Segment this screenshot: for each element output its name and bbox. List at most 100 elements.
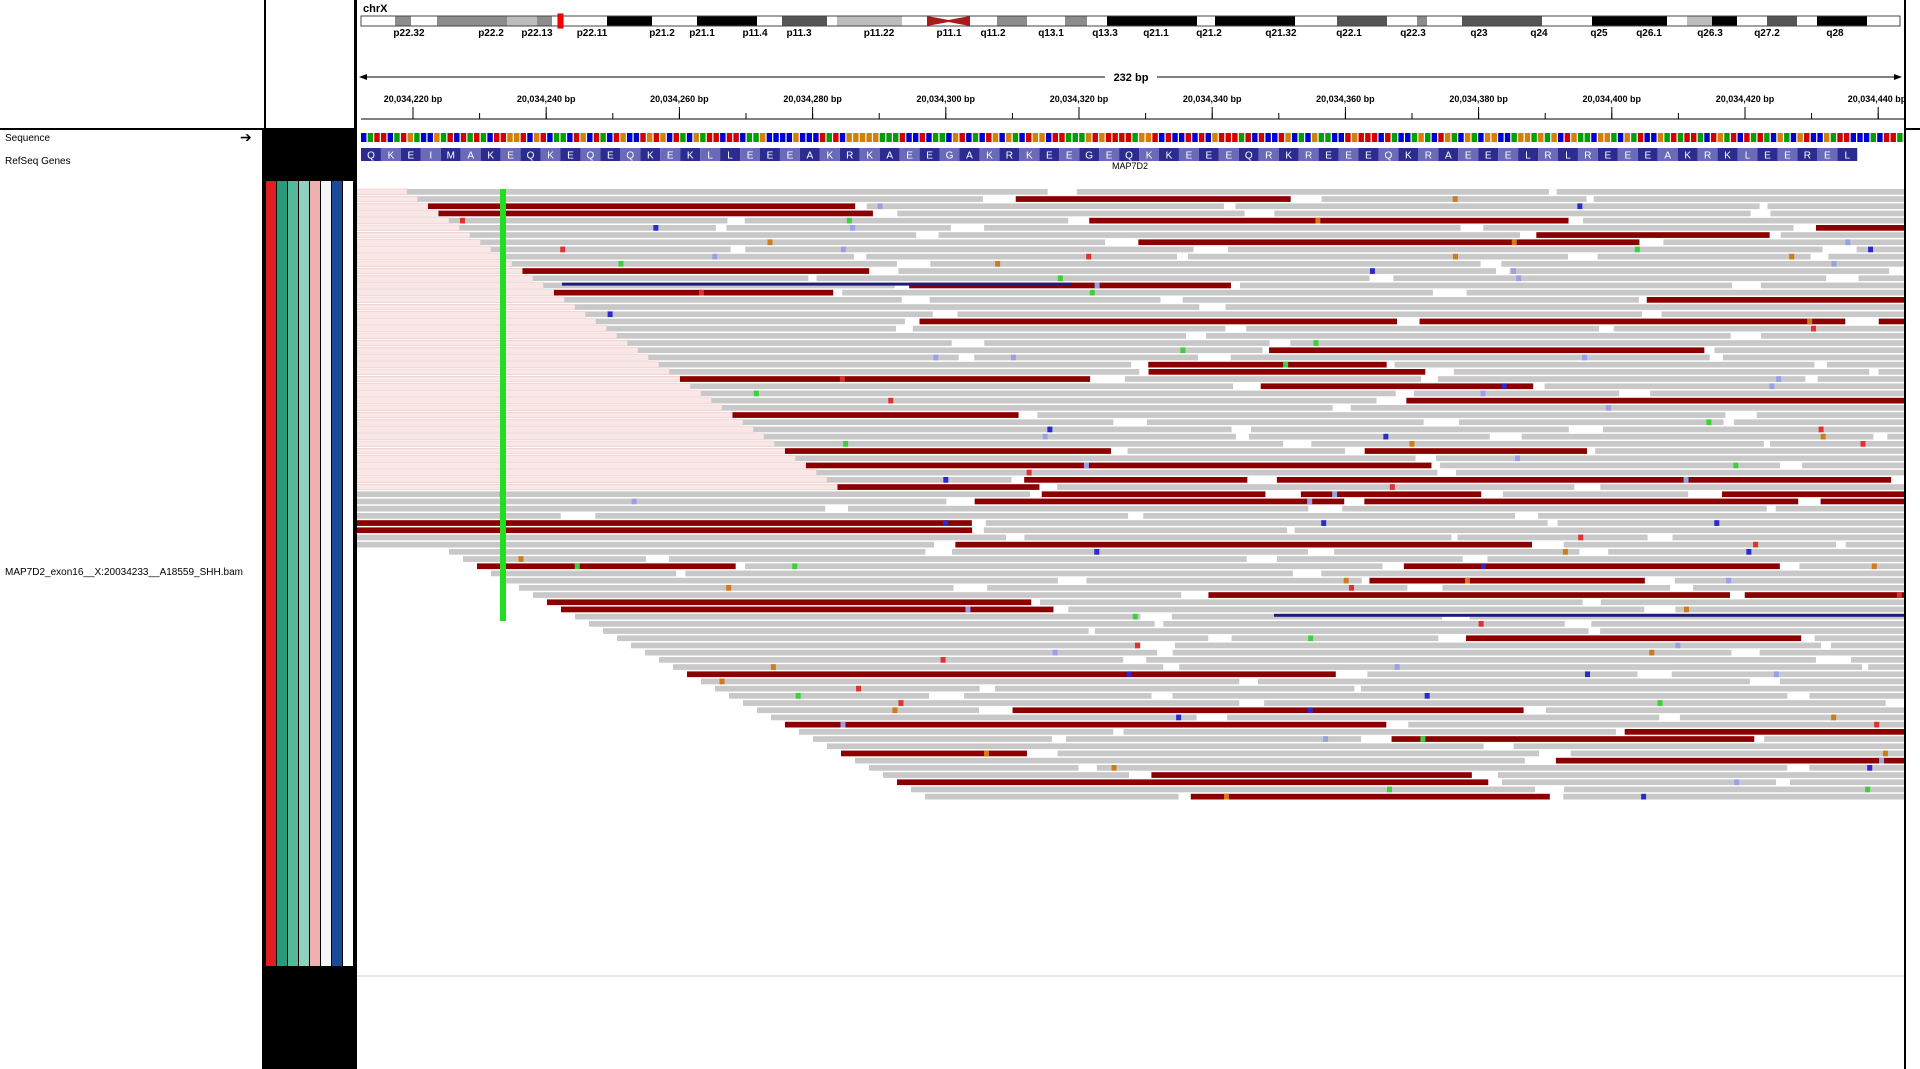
soft-clipped-read[interactable]: [357, 332, 618, 339]
aligned-read[interactable]: [848, 505, 1309, 512]
aligned-read[interactable]: [1714, 347, 1904, 354]
aligned-read[interactable]: [668, 556, 1247, 562]
aligned-read[interactable]: [438, 210, 873, 217]
aligned-read[interactable]: [1536, 232, 1770, 238]
aligned-read[interactable]: [673, 664, 1164, 670]
aligned-read[interactable]: [357, 520, 972, 526]
aligned-read[interactable]: [1459, 419, 1724, 426]
aligned-read[interactable]: [869, 765, 1079, 771]
aligned-read[interactable]: [1190, 793, 1550, 800]
aligned-read[interactable]: [1809, 765, 1904, 771]
track-name-panel[interactable]: Sequence ➔ RefSeq Genes MAP7D2_exon16__X…: [0, 130, 264, 1069]
soft-clipped-read[interactable]: [357, 318, 597, 325]
aligned-read[interactable]: [701, 390, 1396, 397]
aligned-read[interactable]: [1364, 498, 1799, 505]
aligned-read[interactable]: [1563, 541, 1836, 548]
aligned-read[interactable]: [449, 549, 926, 555]
genome-view[interactable]: chrX p22.32 p22.2 p22.13 p22.11 p21.2 p21.1 p1…: [357, 0, 1904, 1069]
aligned-read[interactable]: [732, 412, 1019, 418]
aligned-read[interactable]: [1856, 246, 1904, 253]
aligned-read[interactable]: [1251, 426, 1569, 433]
aligned-read[interactable]: [505, 577, 1058, 584]
aligned-read[interactable]: [1294, 527, 1904, 534]
aligned-read[interactable]: [1563, 793, 1904, 800]
ideogram-band[interactable]: [1417, 16, 1427, 26]
aligned-read[interactable]: [1227, 714, 1660, 721]
aligned-read[interactable]: [1661, 311, 1904, 318]
ideogram-band[interactable]: [1087, 16, 1107, 26]
aligned-read[interactable]: [1124, 376, 1422, 382]
soft-clipped-read[interactable]: [357, 455, 796, 462]
aligned-read[interactable]: [1483, 225, 1794, 231]
aligned-read[interactable]: [1179, 664, 1863, 670]
soft-clipped-read[interactable]: [357, 260, 513, 267]
soft-clipped-read[interactable]: [357, 231, 471, 239]
aligned-read[interactable]: [1826, 361, 1904, 368]
aligned-read[interactable]: [1311, 441, 1764, 447]
aligned-read[interactable]: [1457, 534, 1648, 541]
aligned-read[interactable]: [1760, 333, 1904, 339]
soft-clipped-read[interactable]: [357, 419, 744, 426]
aligned-read[interactable]: [1442, 585, 1671, 591]
aligned-read[interactable]: [957, 311, 1642, 318]
aligned-read[interactable]: [589, 621, 1155, 627]
aligned-read[interactable]: [1600, 484, 1904, 490]
ruler-tick-label[interactable]: 20,034,300 bp: [917, 94, 976, 104]
aligned-read[interactable]: [1744, 592, 1904, 598]
aligned-read[interactable]: [491, 246, 731, 253]
aligned-read[interactable]: [1809, 693, 1904, 699]
aligned-read[interactable]: [449, 217, 728, 224]
aligned-read[interactable]: [480, 239, 1106, 246]
ideogram-band[interactable]: [507, 16, 537, 26]
ideogram-band[interactable]: [782, 16, 827, 26]
sample-attribute-cell[interactable]: [288, 181, 298, 966]
aligned-read[interactable]: [1419, 318, 1846, 325]
aligned-read[interactable]: [955, 541, 1532, 548]
ruler-tick-label[interactable]: 20,034,340 bp: [1183, 94, 1242, 104]
aligned-read[interactable]: [1342, 505, 1767, 512]
aligned-read[interactable]: [561, 606, 1054, 613]
aligned-read[interactable]: [1679, 714, 1904, 721]
soft-clipped-read[interactable]: [357, 376, 681, 383]
soft-clipped-read[interactable]: [357, 253, 502, 260]
soft-clipped-read[interactable]: [357, 210, 439, 217]
aligned-read[interactable]: [1172, 649, 1732, 656]
aligned-read[interactable]: [837, 484, 1040, 490]
aligned-read[interactable]: [357, 491, 1030, 498]
aligned-read[interactable]: [463, 556, 646, 562]
strand-arrow-icon[interactable]: ➔: [240, 129, 252, 145]
aligned-read[interactable]: [1722, 354, 1904, 361]
aligned-read[interactable]: [929, 297, 1161, 303]
soft-clipped-read[interactable]: [357, 448, 786, 455]
aligned-read[interactable]: [1148, 369, 1426, 375]
aligned-read[interactable]: [744, 217, 1069, 224]
aligned-read[interactable]: [1334, 549, 1580, 555]
aligned-read[interactable]: [842, 289, 1433, 296]
ruler-tick-label[interactable]: 20,034,380 bp: [1449, 94, 1508, 104]
aligned-read[interactable]: [753, 426, 1232, 433]
aligned-read[interactable]: [799, 729, 1114, 735]
aligned-read[interactable]: [1146, 657, 1816, 663]
aligned-read[interactable]: [912, 325, 1226, 332]
aligned-read[interactable]: [1269, 347, 1705, 354]
aligned-read[interactable]: [1600, 599, 1904, 606]
aligned-read[interactable]: [617, 333, 1187, 339]
ideogram-band[interactable]: [1817, 16, 1867, 26]
aligned-read[interactable]: [984, 225, 1461, 231]
aligned-read[interactable]: [1775, 505, 1904, 512]
aligned-read[interactable]: [816, 469, 1438, 476]
aligned-read[interactable]: [897, 210, 1245, 217]
chromosome-name[interactable]: chrX: [363, 3, 388, 15]
aligned-read[interactable]: [1274, 210, 1751, 217]
soft-clipped-read[interactable]: [357, 203, 429, 210]
aligned-read[interactable]: [1675, 606, 1904, 613]
aligned-read[interactable]: [711, 397, 1377, 404]
aligned-read[interactable]: [925, 793, 1179, 800]
aligned-read[interactable]: [1513, 743, 1904, 750]
aligned-read[interactable]: [994, 685, 1355, 692]
aligned-read[interactable]: [984, 340, 1270, 346]
sample-attribute-cell[interactable]: [343, 181, 353, 966]
ideogram-band[interactable]: [411, 16, 437, 26]
aligned-read[interactable]: [1544, 383, 1904, 390]
